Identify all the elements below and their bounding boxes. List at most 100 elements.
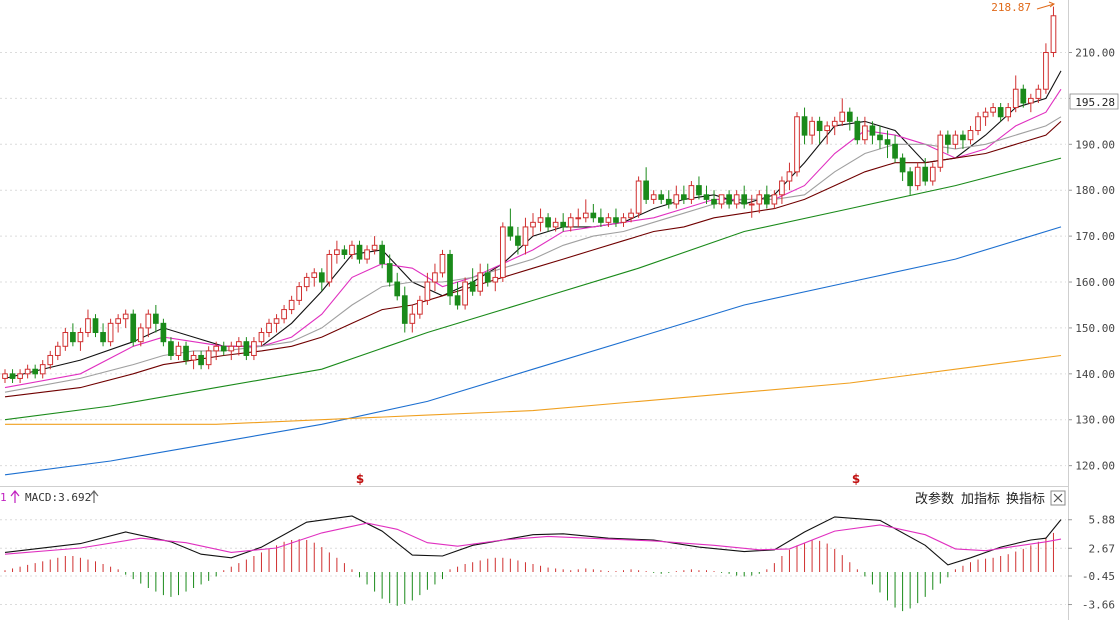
candle [703,185,710,204]
candle [281,304,287,324]
candle [258,327,265,347]
change-params-button[interactable]: 改参数 [915,491,954,507]
candle [582,199,589,223]
candle-body [235,341,242,347]
candle-body [877,134,883,141]
price-axis: 210.00200.00190.00180.00170.00160.00150.… [1068,46,1115,473]
candle-body [17,373,23,379]
candle [371,236,378,255]
candle [303,272,310,292]
candle [628,208,634,223]
candle-body [379,244,385,265]
candle [960,130,966,149]
candle-body [929,166,936,182]
candle [1035,84,1042,103]
candle-body [975,116,981,132]
candle [748,194,755,218]
candle-body [220,345,227,352]
candle-body [892,143,898,159]
candle [846,107,853,131]
candle [62,327,69,351]
candle-body [477,272,484,292]
candle-body [1020,88,1027,104]
candle [349,240,355,260]
candle [982,107,989,126]
switch-indicator-button[interactable]: 换指标 [1006,492,1045,507]
candle [997,102,1004,122]
candle [635,176,642,218]
candle-body [507,226,514,237]
candle-body [439,253,446,274]
candle [356,240,363,264]
candle [1005,102,1012,122]
candle-body [560,221,567,228]
candle [213,341,220,361]
candle [17,369,23,384]
candle-body [32,368,39,375]
candle-body [341,249,348,255]
candle-body [688,185,695,200]
candle [318,268,325,292]
macd-axis: 5.88 2.67 -0.45 -3.66 [0,514,1115,612]
macd-histogram [4,532,1054,612]
candle [439,249,446,278]
candle [447,249,453,305]
candle [394,272,401,301]
candle-body [530,221,536,228]
candle-body [213,345,220,352]
candle [522,217,529,255]
candlesticks [2,6,1057,384]
candle-body [54,345,61,356]
candle [862,116,868,145]
candle [696,176,702,200]
dividend-marker[interactable]: $ [356,472,364,486]
candle [235,337,242,356]
candle [1027,93,1034,113]
candle-body [779,180,785,196]
candle [688,181,695,204]
candle-body [364,249,370,260]
candle [681,185,687,204]
candle [424,272,431,305]
candle-body [809,120,815,136]
candle [70,323,76,347]
candle-body [499,226,506,278]
candle [869,121,876,145]
candle-body [70,332,76,343]
candle-body [2,373,8,379]
candle-body [424,281,431,301]
candle-body [47,354,54,366]
price-tick-label: 190.00 [1075,138,1115,151]
candle [620,213,627,227]
candle-body [590,212,597,219]
high-price-label: 218.87 [991,1,1031,14]
candle [545,213,551,232]
candle-body [733,194,740,205]
candle-body [160,322,167,343]
dividend-marker[interactable]: $ [852,472,860,486]
candle-body [492,276,499,283]
add-indicator-button[interactable]: 加指标 [961,492,1000,507]
candle-body [937,134,944,168]
candle [733,190,740,209]
candle [990,102,996,117]
price-tick-label: 120.00 [1075,460,1115,473]
candle-body [605,217,612,223]
candle-body [598,217,604,223]
candle-body [711,198,717,205]
candle [168,337,174,361]
candle-body [673,194,680,205]
candle-body [1027,97,1034,104]
candle-body [168,341,174,356]
candle [605,213,612,227]
candle [85,309,91,338]
close-panel-button[interactable] [1050,490,1066,506]
candle-body [635,180,642,214]
candle-body [1043,51,1049,90]
candle [122,309,129,328]
candle [786,162,793,191]
candle-body [77,332,84,343]
price-tick-label: 210.00 [1075,46,1115,59]
candle [914,162,921,191]
